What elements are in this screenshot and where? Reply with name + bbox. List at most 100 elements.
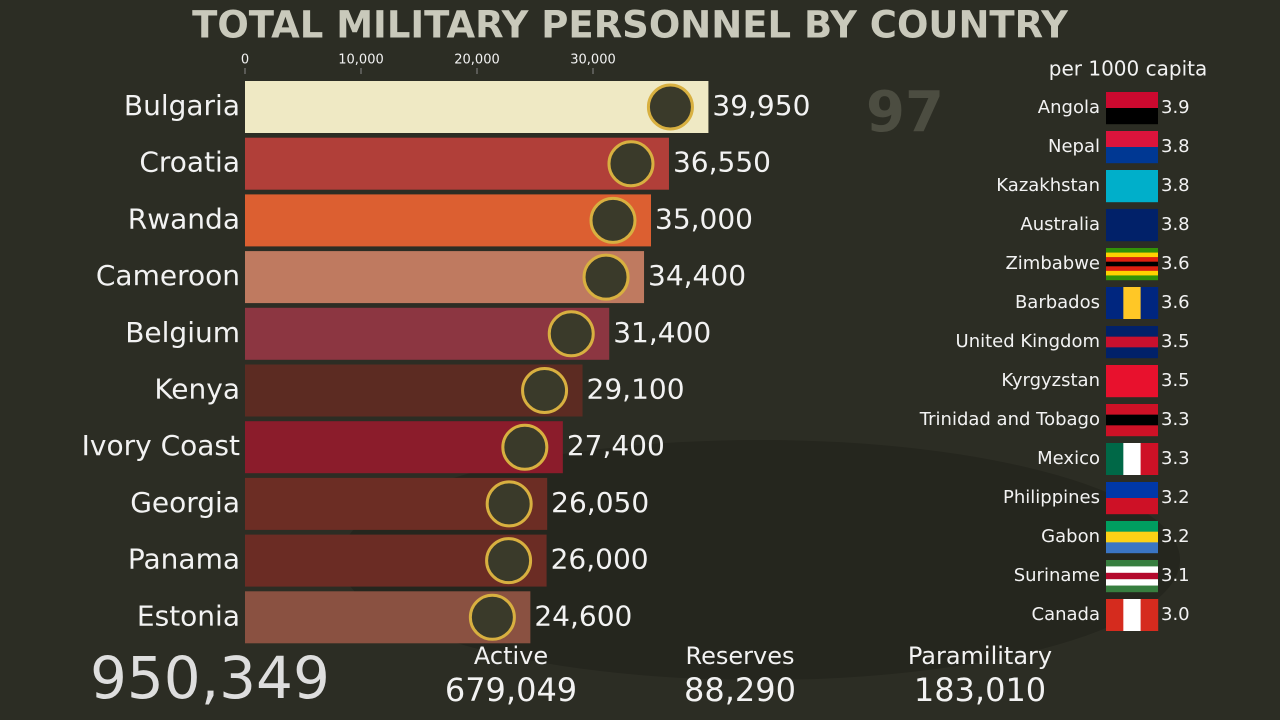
flag-stripe bbox=[1106, 414, 1158, 426]
country-label: Mexico bbox=[1037, 448, 1100, 469]
flag-stripe bbox=[1106, 170, 1158, 203]
per-capita-value: 3.0 bbox=[1161, 604, 1190, 625]
flag-stripe bbox=[1123, 287, 1141, 319]
bar bbox=[245, 81, 709, 133]
summary-label: Active bbox=[474, 642, 548, 670]
bar bbox=[245, 137, 669, 190]
category-label: Panama bbox=[128, 543, 240, 576]
category-label: Belgium bbox=[125, 316, 240, 349]
flag-stripe bbox=[1106, 521, 1158, 532]
bar-emblem bbox=[485, 537, 533, 585]
flag-stripe bbox=[1106, 209, 1158, 242]
per-capita-title: per 1000 capita bbox=[1049, 57, 1207, 81]
bar-emblem bbox=[468, 593, 516, 641]
category-label: Croatia bbox=[139, 146, 240, 179]
flag-stripe bbox=[1106, 252, 1158, 258]
flag-stripe bbox=[1140, 443, 1159, 475]
country-label: Kyrgyzstan bbox=[1001, 370, 1100, 391]
flag-stripe bbox=[1106, 482, 1158, 499]
per-capita-value: 3.2 bbox=[1161, 487, 1190, 508]
bar-emblem bbox=[582, 253, 630, 301]
summary-value: 88,290 bbox=[684, 671, 796, 709]
value-label: 26,000 bbox=[551, 543, 649, 576]
flag-stripe bbox=[1106, 585, 1158, 593]
flag-stripe bbox=[1106, 531, 1158, 543]
category-label: Ivory Coast bbox=[82, 429, 240, 462]
summary-label: Paramilitary bbox=[908, 642, 1052, 670]
country-label: Australia bbox=[1020, 214, 1100, 235]
flag-stripe bbox=[1106, 261, 1158, 267]
bar bbox=[245, 194, 651, 247]
flag-stripe bbox=[1106, 579, 1158, 586]
per-capita-value: 3.5 bbox=[1161, 331, 1190, 352]
flag-stripe bbox=[1140, 287, 1159, 319]
summary-label: Reserves bbox=[686, 642, 795, 670]
flag-stripe bbox=[1106, 266, 1158, 272]
flag-stripe bbox=[1106, 566, 1158, 573]
bar bbox=[245, 251, 645, 304]
flag-stripe bbox=[1106, 92, 1158, 109]
value-label: 27,400 bbox=[567, 429, 665, 462]
per-capita-value: 3.8 bbox=[1161, 136, 1190, 157]
bar-emblem bbox=[589, 196, 637, 244]
category-label: Cameroon bbox=[96, 259, 240, 292]
country-label: Trinidad and Tobago bbox=[919, 409, 1100, 430]
value-label: 31,400 bbox=[613, 316, 711, 349]
flag-stripe bbox=[1106, 248, 1158, 253]
per-capita-value: 3.2 bbox=[1161, 526, 1190, 547]
per-capita-value: 3.3 bbox=[1161, 409, 1190, 430]
bar-emblem bbox=[607, 140, 655, 188]
flag-stripe bbox=[1106, 560, 1158, 567]
flag-stripe bbox=[1106, 147, 1158, 164]
value-label: 36,550 bbox=[673, 146, 771, 179]
per-capita-value: 3.6 bbox=[1161, 292, 1190, 313]
silhouette bbox=[340, 440, 1180, 680]
flag-stripe bbox=[1106, 365, 1158, 398]
value-label: 29,100 bbox=[587, 373, 685, 406]
frame-label: 97 bbox=[866, 80, 944, 145]
country-label: Gabon bbox=[1041, 526, 1100, 547]
bar-emblem bbox=[521, 367, 569, 414]
bar-emblem bbox=[547, 310, 595, 358]
per-capita-value: 3.1 bbox=[1161, 565, 1190, 586]
country-label: United Kingdom bbox=[956, 331, 1100, 352]
flag-stripe bbox=[1106, 572, 1158, 580]
per-capita-value: 3.3 bbox=[1161, 448, 1190, 469]
chart-title: TOTAL MILITARY PERSONNEL BY COUNTRY bbox=[192, 4, 1069, 47]
value-label: 26,050 bbox=[551, 486, 649, 519]
x-tick-label: 20,000 bbox=[454, 53, 500, 68]
flag-stripe bbox=[1106, 108, 1158, 125]
per-capita-value: 3.6 bbox=[1161, 253, 1190, 274]
category-label: Kenya bbox=[154, 373, 240, 406]
value-label: 24,600 bbox=[534, 599, 632, 632]
flag-stripe bbox=[1106, 275, 1158, 281]
flag-stripe bbox=[1106, 131, 1158, 148]
country-label: Zimbabwe bbox=[1005, 253, 1100, 274]
country-label: Angola bbox=[1038, 97, 1100, 118]
value-label: 39,950 bbox=[712, 89, 810, 122]
bar-emblem bbox=[485, 480, 533, 528]
flag-stripe bbox=[1106, 336, 1158, 348]
summary-value: 679,049 bbox=[445, 671, 577, 709]
per-capita-value: 3.8 bbox=[1161, 214, 1190, 235]
x-tick-label: 10,000 bbox=[338, 53, 384, 68]
flag-stripe bbox=[1106, 542, 1158, 554]
category-label: Georgia bbox=[130, 486, 240, 519]
country-label: Canada bbox=[1032, 604, 1101, 625]
flag-stripe bbox=[1123, 443, 1141, 475]
flag-stripe bbox=[1106, 404, 1158, 415]
country-label: Barbados bbox=[1015, 292, 1100, 313]
flag-stripe bbox=[1106, 599, 1124, 631]
flag-stripe bbox=[1106, 287, 1124, 319]
category-label: Estonia bbox=[137, 599, 240, 632]
country-label: Nepal bbox=[1048, 136, 1100, 157]
per-capita-value: 3.8 bbox=[1161, 175, 1190, 196]
total-value: 950,349 bbox=[90, 644, 330, 712]
per-capita-value: 3.9 bbox=[1161, 97, 1190, 118]
flag-stripe bbox=[1140, 599, 1159, 631]
x-tick-label: 30,000 bbox=[570, 53, 616, 68]
flag-stripe bbox=[1106, 270, 1158, 276]
value-label: 34,400 bbox=[648, 259, 746, 292]
country-label: Suriname bbox=[1014, 565, 1100, 586]
